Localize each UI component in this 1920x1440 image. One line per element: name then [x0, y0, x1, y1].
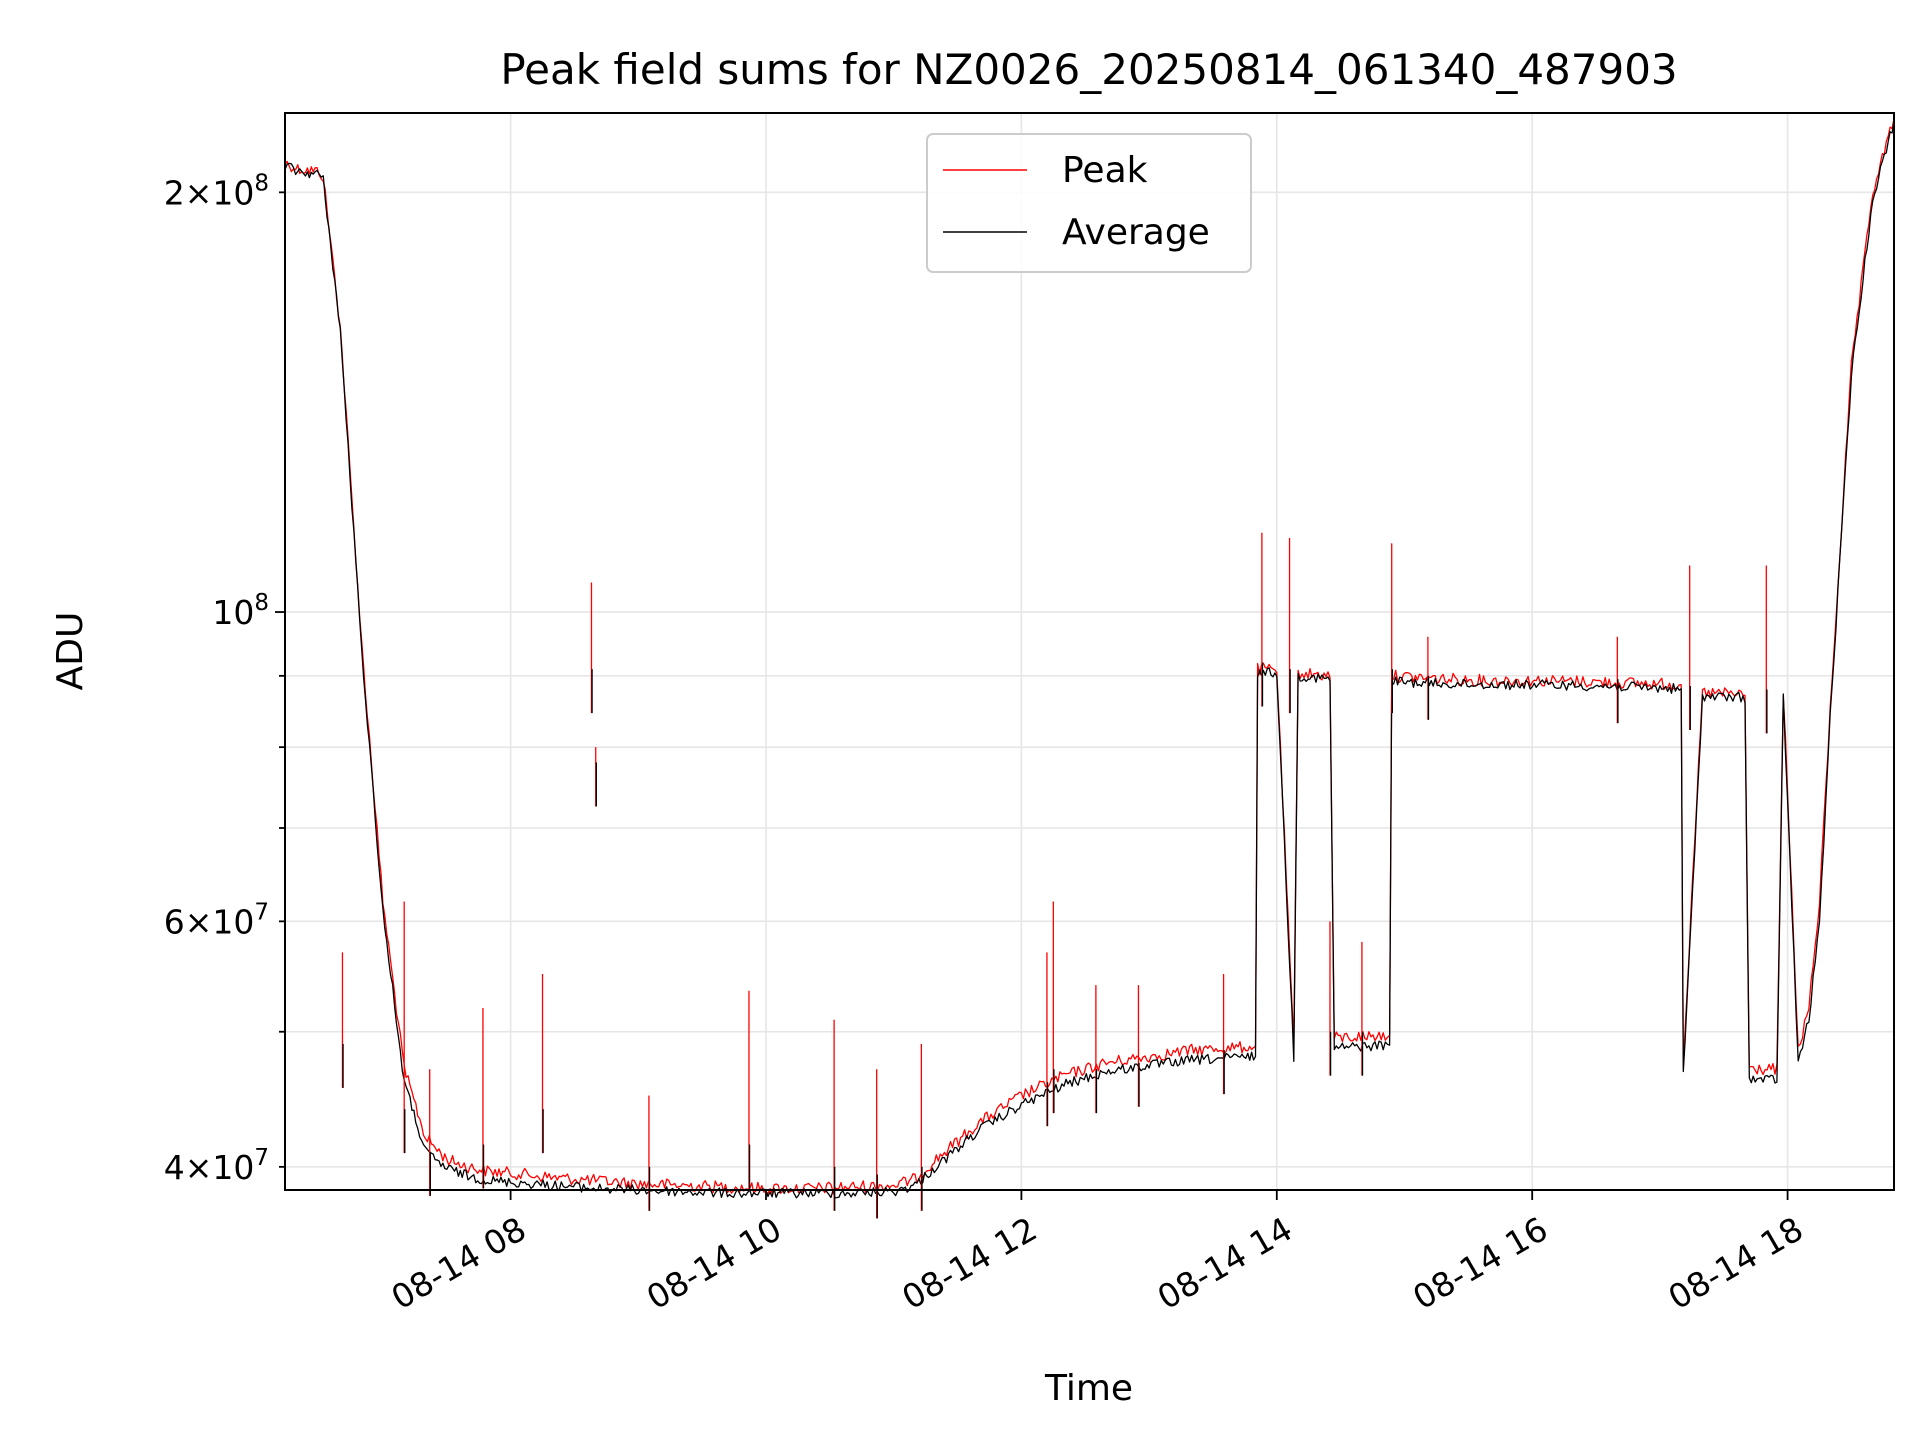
x-tick-label: 08-14 08	[385, 1209, 533, 1317]
x-axis-label: Time	[1044, 1368, 1133, 1409]
legend-box	[926, 133, 1252, 273]
x-tick-label: 08-14 12	[895, 1209, 1043, 1317]
grid-lines	[285, 113, 1894, 1190]
y-tick-label: 108	[212, 590, 269, 632]
series-line-peak	[284, 118, 1895, 1195]
x-tick-label: 08-14 14	[1151, 1209, 1299, 1317]
y-tick-label: 2×108	[164, 170, 269, 212]
chart-title: Peak field sums for NZ0026_20250814_0613…	[500, 45, 1677, 94]
legend-label-peak: Peak	[1062, 150, 1148, 191]
y-tick-label: 6×107	[164, 899, 269, 941]
legend-label-average: Average	[1062, 212, 1210, 253]
y-axis-ticks: 108 4×107 6×107 2×108	[164, 170, 285, 1187]
legend: Peak Average	[926, 133, 1252, 273]
series-line-average	[284, 120, 1895, 1199]
plot-frame	[284, 112, 1895, 1191]
y-tick-label: 4×107	[164, 1145, 269, 1187]
x-tick-label: 08-14 16	[1406, 1209, 1554, 1317]
series-lines	[284, 118, 1895, 1219]
x-tick-label: 08-14 10	[640, 1209, 788, 1317]
x-axis-ticks: 08-14 08 08-14 10 08-14 12 08-14 14 08-14 16…	[385, 1190, 1810, 1317]
y-axis-label: ADU	[50, 612, 91, 691]
x-tick-label: 08-14 18	[1662, 1209, 1810, 1317]
